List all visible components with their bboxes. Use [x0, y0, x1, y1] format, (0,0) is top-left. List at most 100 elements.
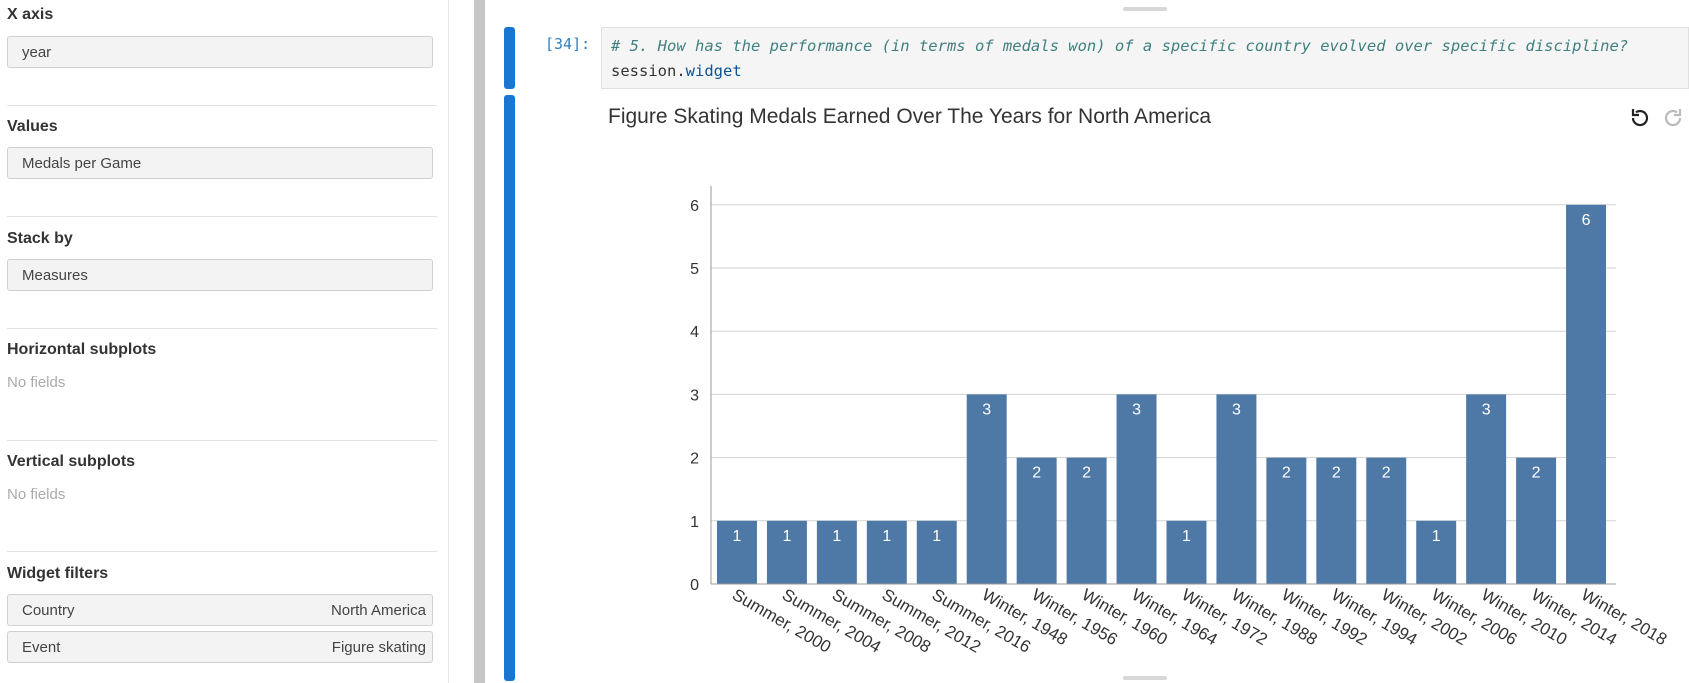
horizontal-subplots-dropzone[interactable]: No fields	[7, 374, 66, 391]
x-tick-label: Winter, 1988	[1228, 585, 1320, 649]
data-label: 2	[1532, 465, 1541, 482]
cell-collapser-output[interactable]	[504, 95, 515, 681]
stack-by-section: Stack by Measures	[7, 230, 437, 291]
undo-icon[interactable]	[1629, 107, 1651, 129]
x-axis-field[interactable]: year	[7, 36, 433, 68]
data-label: 1	[782, 528, 791, 545]
x-tick-label: Winter, 1948	[979, 585, 1071, 649]
x-tick-label: Summer, 2000	[729, 585, 834, 657]
y-tick-label: 3	[690, 387, 699, 404]
x-tick-label: Summer, 2016	[929, 585, 1034, 657]
data-label: 2	[1082, 465, 1091, 482]
divider	[7, 105, 437, 106]
data-label: 3	[1482, 401, 1491, 418]
x-tick-label: Winter, 2014	[1528, 585, 1620, 649]
x-tick-label: Winter, 2002	[1378, 585, 1470, 649]
values-section: Values Medals per Game	[7, 118, 437, 179]
horizontal-subplots-section: Horizontal subplots No fields	[7, 341, 437, 391]
bar	[1216, 394, 1257, 584]
values-field[interactable]: Medals per Game	[7, 147, 433, 179]
stack-by-label: Stack by	[7, 230, 73, 247]
y-tick-label: 6	[690, 198, 699, 215]
x-tick-label: Winter, 2010	[1478, 585, 1570, 649]
panel-splitter[interactable]	[448, 0, 474, 683]
data-label: 1	[733, 528, 742, 545]
data-label: 2	[1382, 465, 1391, 482]
data-label: 2	[1282, 465, 1291, 482]
vertical-subplots-section: Vertical subplots No fields	[7, 453, 437, 503]
y-tick-label: 2	[690, 451, 699, 468]
stack-by-field[interactable]: Measures	[7, 259, 433, 291]
widget-filters-label: Widget filters	[7, 565, 109, 582]
divider	[7, 440, 437, 441]
code-comment: # 5. How has the performance (in terms o…	[611, 37, 1629, 55]
bar	[1416, 520, 1457, 584]
x-tick-label: Winter, 1972	[1178, 585, 1270, 649]
filter-value: Figure skating	[331, 639, 426, 656]
bar	[916, 520, 957, 584]
data-label: 1	[882, 528, 891, 545]
bar	[816, 520, 857, 584]
y-tick-label: 0	[690, 577, 699, 594]
cell-collapser-input[interactable]	[504, 27, 515, 89]
x-axis-section: X axis year	[7, 6, 437, 68]
divider	[7, 551, 437, 552]
bar	[1166, 520, 1207, 584]
vertical-subplots-label: Vertical subplots	[7, 453, 136, 470]
horizontal-subplots-label: Horizontal subplots	[7, 341, 157, 358]
x-tick-label: Winter, 2018	[1578, 585, 1670, 649]
widget-filters-section: Widget filters	[7, 565, 437, 583]
bar	[1116, 394, 1157, 584]
y-tick-label: 4	[690, 324, 699, 341]
data-label: 1	[832, 528, 841, 545]
filter-name: Event	[22, 639, 61, 656]
x-tick-label: Winter, 1994	[1328, 585, 1420, 649]
divider	[7, 216, 437, 217]
bar	[866, 520, 907, 584]
filter-value: North America	[330, 602, 426, 619]
bar	[966, 394, 1007, 584]
chart-title: Figure Skating Medals Earned Over The Ye…	[608, 105, 1212, 128]
code-cell-input[interactable]: # 5. How has the performance (in terms o…	[601, 27, 1689, 89]
bar	[1516, 457, 1557, 584]
data-label: 3	[1132, 401, 1141, 418]
x-tick-label: Summer, 2004	[779, 585, 884, 657]
filter-event[interactable]: Event Figure skating	[7, 631, 433, 663]
x-tick-label: Winter, 1956	[1029, 585, 1121, 649]
chart-config-panel: X axis year Values Medals per Game Stack…	[0, 0, 448, 683]
bar	[1066, 457, 1107, 584]
data-label: 6	[1582, 212, 1591, 229]
drag-handle-top[interactable]	[1123, 7, 1167, 11]
divider	[7, 328, 437, 329]
filter-country[interactable]: Country North America	[7, 594, 433, 626]
y-tick-label: 1	[690, 514, 699, 531]
bar	[717, 520, 757, 584]
splitter-bar[interactable]	[474, 0, 485, 683]
data-label: 1	[1432, 528, 1441, 545]
vertical-subplots-dropzone[interactable]: No fields	[7, 486, 66, 503]
data-label: 2	[1032, 465, 1041, 482]
bar	[1316, 457, 1357, 584]
y-tick-label: 5	[690, 261, 699, 278]
bar	[1566, 204, 1607, 585]
bar	[1466, 394, 1507, 584]
cell-prompt: [34]:	[545, 35, 591, 53]
code-attribute: widget	[685, 62, 742, 80]
bar	[1366, 457, 1407, 584]
data-label: 3	[1232, 401, 1241, 418]
drag-handle-bottom[interactable]	[1123, 676, 1167, 680]
x-tick-label: Summer, 2012	[879, 585, 984, 657]
x-tick-label: Winter, 2006	[1428, 585, 1520, 649]
x-tick-label: Winter, 1960	[1079, 585, 1171, 649]
data-label: 3	[982, 401, 991, 418]
x-tick-label: Winter, 1992	[1278, 585, 1370, 649]
redo-icon[interactable]	[1662, 107, 1684, 129]
data-label: 2	[1332, 465, 1341, 482]
bar	[1266, 457, 1307, 584]
x-axis-label: X axis	[7, 6, 54, 23]
values-label: Values	[7, 118, 58, 135]
bar	[766, 520, 807, 584]
filter-name: Country	[22, 602, 75, 619]
x-tick-label: Summer, 2008	[829, 585, 934, 657]
x-tick-label: Winter, 1964	[1129, 585, 1221, 649]
